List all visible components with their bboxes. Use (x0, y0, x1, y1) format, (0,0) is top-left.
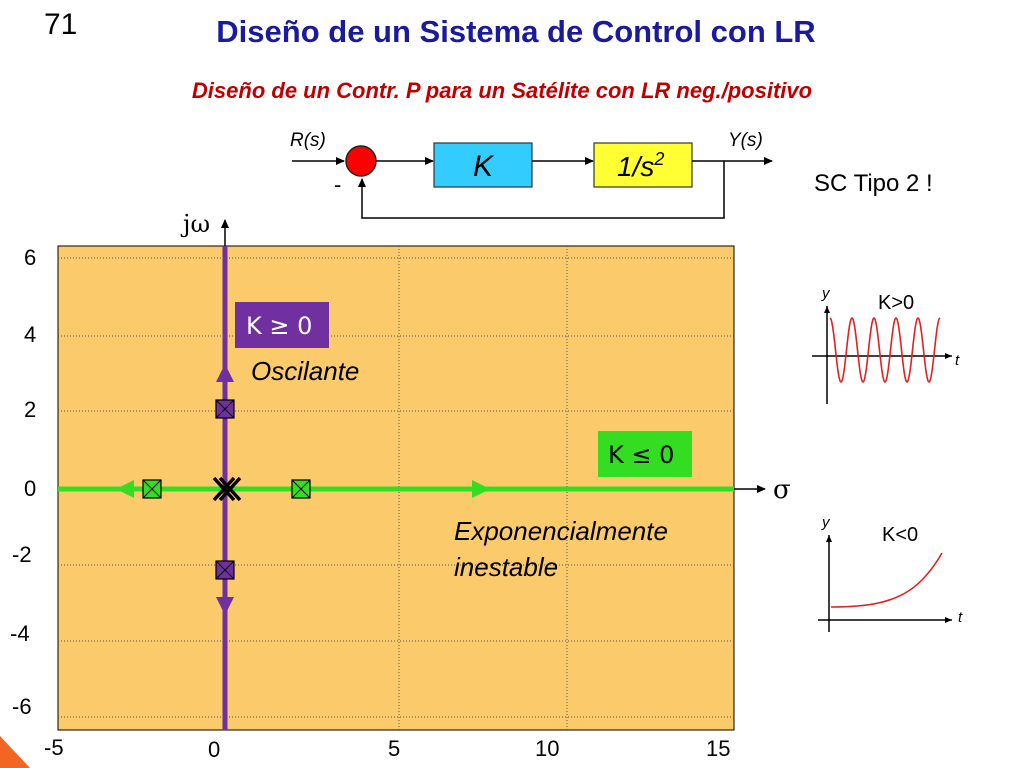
controller-label: K (473, 150, 495, 183)
response-t-label: t (958, 609, 963, 626)
real-axis-label: σ (773, 475, 791, 505)
locus-direction-arrow (472, 480, 490, 498)
y-tick-label: 2 (24, 397, 36, 422)
positive-gain-label: K ≥ 0 (246, 312, 312, 340)
closed-loop-pole-marker (215, 560, 235, 580)
oscillating-response-curve (829, 317, 941, 383)
closed-loop-pole-marker (291, 479, 311, 499)
system-type-note: SC Tipo 2 ! (814, 170, 933, 197)
exponential-response-curve (830, 552, 943, 608)
response-y-label: y (821, 285, 831, 302)
y-tick-label: -2 (12, 542, 32, 567)
response-condition: K>0 (878, 292, 914, 314)
plant-base: 1/s (617, 151, 654, 182)
x-tick-label: 0 (208, 737, 220, 762)
y-tick-label: 0 (24, 476, 36, 501)
controller-block (433, 142, 533, 188)
negative-gain-behavior-line2: inestable (454, 552, 558, 582)
feedback-sign: - (334, 172, 341, 197)
positive-gain-behavior: Oscilante (251, 356, 359, 386)
response-condition: K<0 (882, 524, 918, 546)
response-y-label: y (821, 514, 831, 531)
negative-gain-label: K ≤ 0 (608, 441, 674, 469)
plant-exponent: 2 (653, 149, 664, 169)
output-label: Y(s) (728, 130, 763, 151)
slide-number: 71 (44, 8, 78, 41)
root-locus-plot: 6 4 2 0 -2 -4 -6 -5 0 5 10 15 jω σ (10, 210, 791, 762)
open-loop-double-pole (212, 476, 242, 502)
closed-loop-pole-marker (215, 399, 235, 419)
x-tick-label: 10 (535, 736, 559, 761)
locus-direction-arrow (116, 480, 134, 498)
x-tick-label: 5 (388, 736, 400, 761)
block-diagram: R(s) Y(s) K 1/s2 - (290, 130, 773, 219)
response-plot-positive: y t K>0 (812, 285, 960, 404)
locus-direction-arrow (216, 364, 234, 382)
positive-gain-label-box (235, 302, 329, 348)
closed-loop-pole-marker (142, 479, 162, 499)
slide-title: Diseño de un Sistema de Control con LR (216, 14, 816, 49)
summing-junction (345, 145, 377, 177)
y-tick-label: -6 (12, 694, 32, 719)
feedback-path (358, 161, 725, 219)
x-tick-label: -5 (44, 735, 64, 760)
slide-subtitle: Diseño de un Contr. P para un Satélite c… (191, 78, 813, 103)
response-t-label: t (955, 352, 960, 369)
imaginary-axis-label: jω (180, 210, 210, 238)
response-plot-negative: y t K<0 (818, 514, 963, 632)
plant-label: 1/s2 (617, 149, 664, 182)
corner-decoration (0, 736, 30, 768)
y-tick-label: -4 (10, 621, 30, 646)
input-label: R(s) (290, 130, 326, 151)
y-tick-label: 4 (24, 322, 36, 347)
y-tick-label: 6 (24, 245, 36, 270)
x-tick-label: 15 (706, 736, 730, 761)
negative-gain-behavior-line1: Exponencialmente (454, 516, 668, 546)
negative-gain-label-box (598, 431, 692, 477)
locus-direction-arrow (216, 597, 234, 615)
plant-block (593, 142, 693, 188)
